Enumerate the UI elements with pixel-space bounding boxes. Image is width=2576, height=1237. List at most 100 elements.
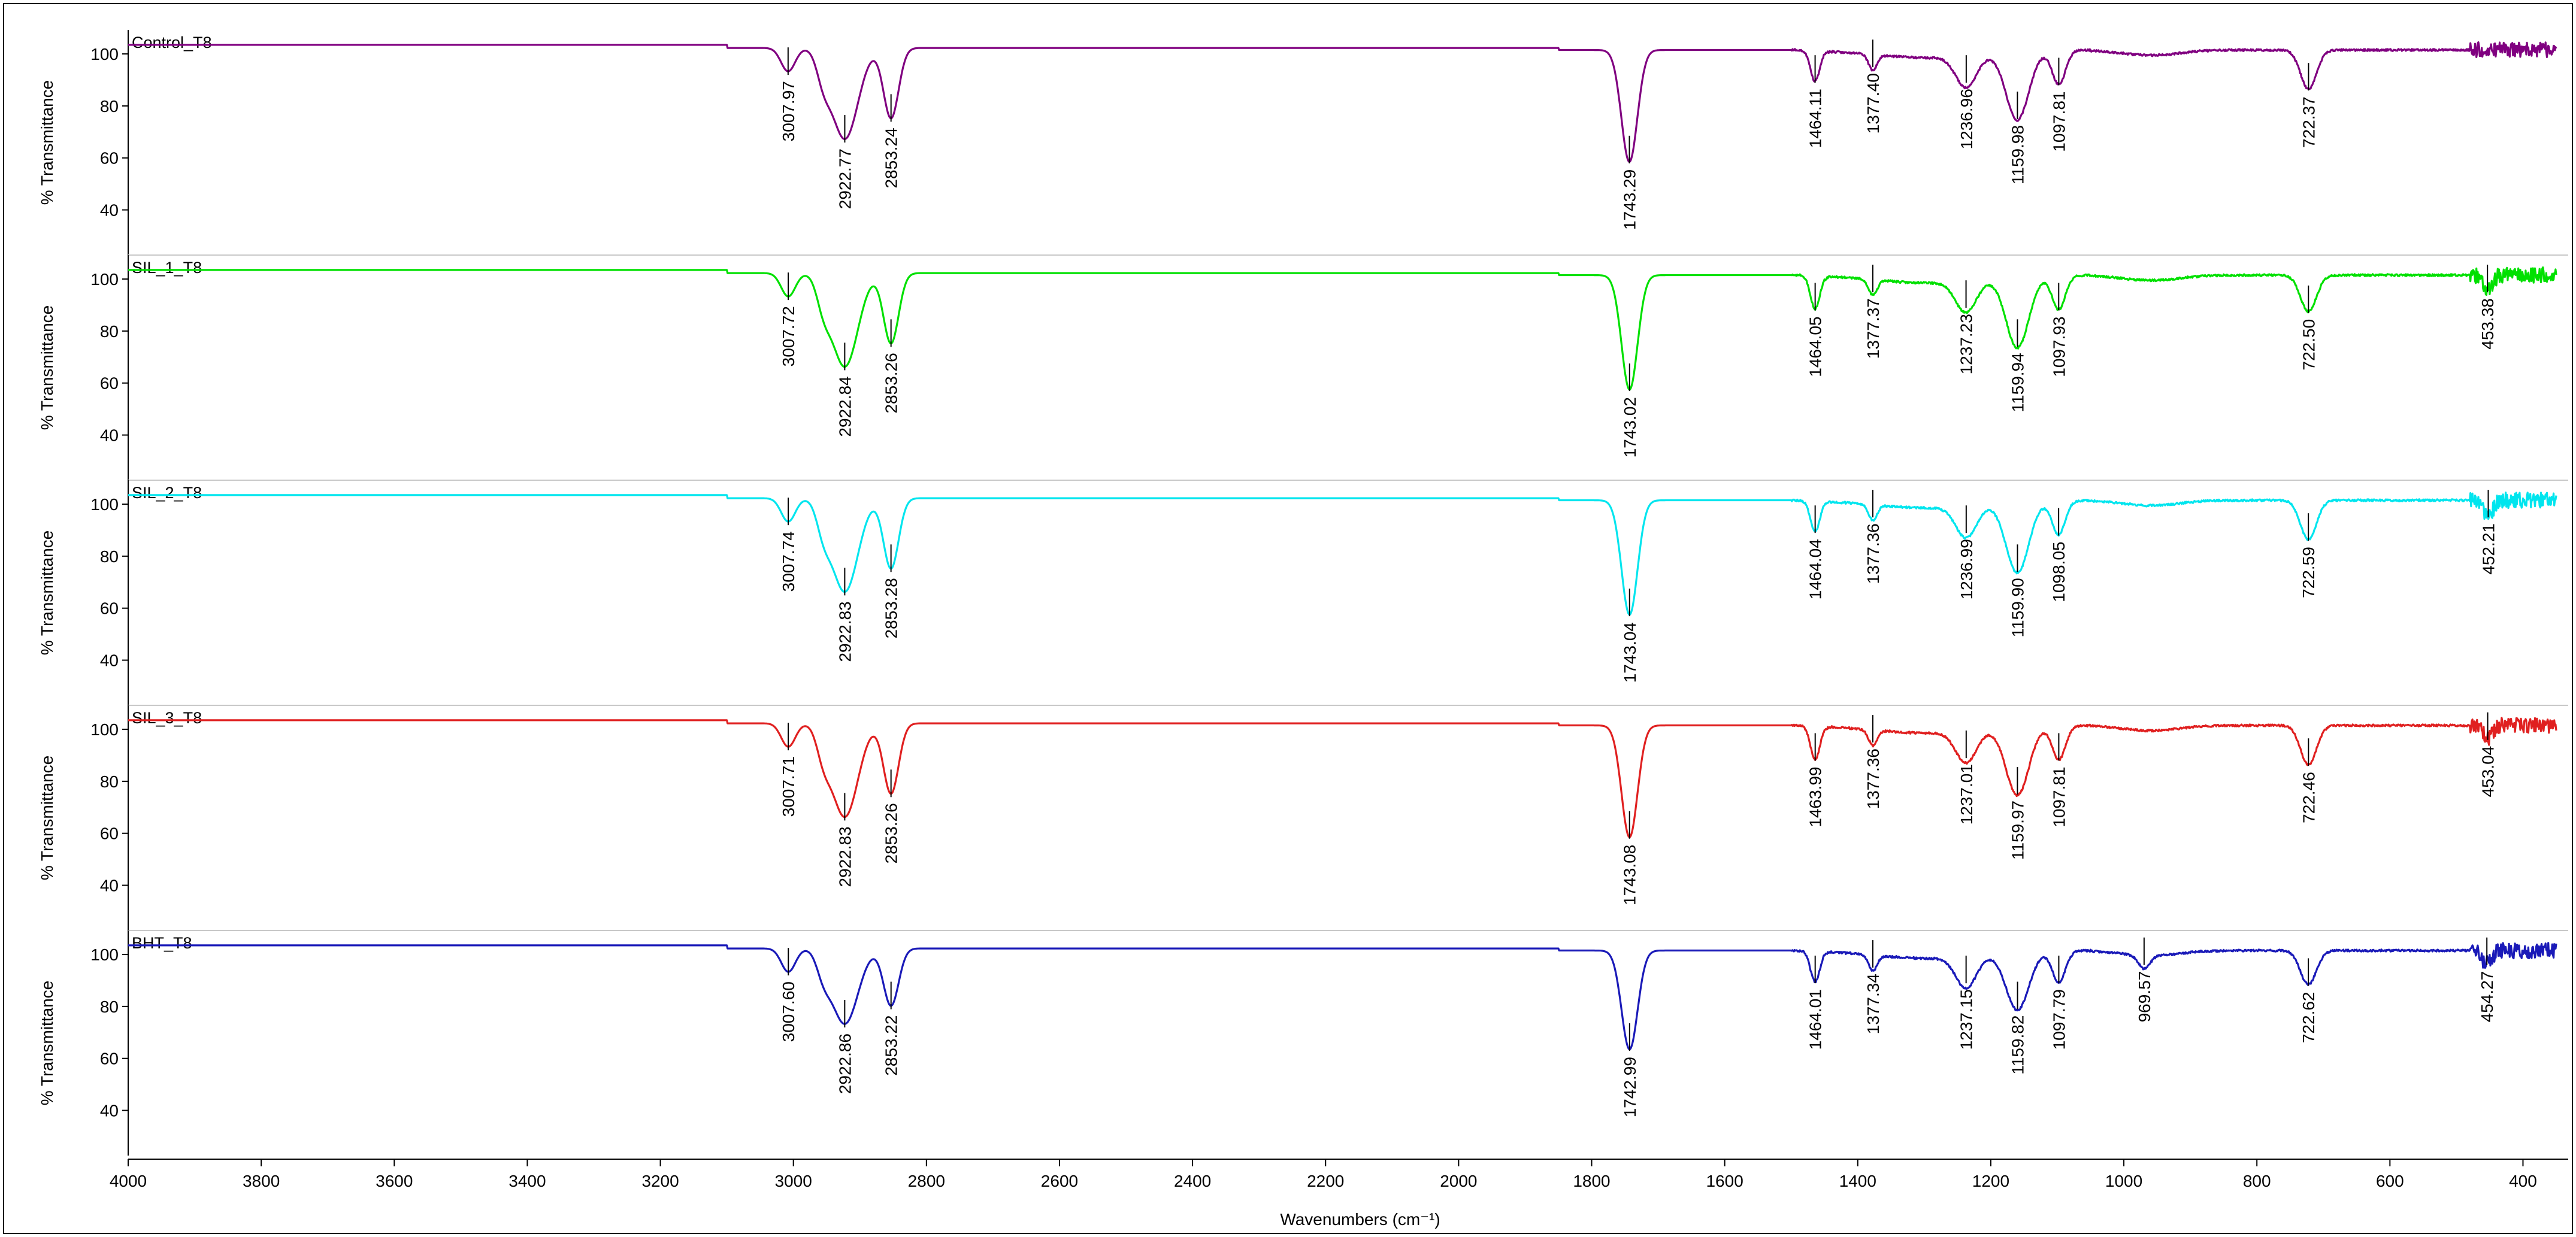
y-tick-label: 100 xyxy=(90,945,119,964)
peak-label: 1236.99 xyxy=(1957,539,1976,599)
x-tick-label: 3400 xyxy=(508,1172,546,1190)
peak-label: 1097.93 xyxy=(2050,317,2068,377)
peak-label: 1159.97 xyxy=(2008,801,2027,860)
spectra-panels: 40 60 80 100 % Transmittance Control_T8 3007.9… xyxy=(38,30,2568,1156)
peak-label: 453.38 xyxy=(2478,298,2497,350)
x-tick-label: 3200 xyxy=(641,1172,679,1190)
y-tick-label: 100 xyxy=(90,45,119,63)
x-tick-label: 2000 xyxy=(1440,1172,1477,1190)
peak-label: 1464.01 xyxy=(1806,989,1825,1050)
series-name: SIL_1_T8 xyxy=(132,259,202,277)
peak-label: 1098.05 xyxy=(2050,542,2068,602)
peak-label: 1237.23 xyxy=(1957,314,1976,374)
peak-label: 2853.22 xyxy=(882,1015,901,1076)
y-tick-label: 100 xyxy=(90,720,119,739)
x-tick-label: 2800 xyxy=(908,1172,945,1190)
x-tick-label: 3600 xyxy=(376,1172,413,1190)
spectrum-panel: 40 60 80 100 % Transmittance SIL_3_T8 3007.71 2… xyxy=(38,705,2568,930)
peak-label: 2853.26 xyxy=(882,353,901,413)
y-tick-label: 100 xyxy=(90,495,119,514)
y-axis-label: % Transmittance xyxy=(38,530,56,656)
peak-label: 452.21 xyxy=(2479,523,2498,575)
y-tick-label: 40 xyxy=(100,1102,119,1120)
peak-label: 453.04 xyxy=(2479,746,2498,798)
peak-label: 722.37 xyxy=(2299,96,2318,148)
peak-label: 722.46 xyxy=(2299,772,2318,823)
peak-label: 1743.29 xyxy=(1620,169,1639,230)
x-tick-label: 3000 xyxy=(775,1172,812,1190)
peak-label: 1377.34 xyxy=(1864,974,1882,1034)
y-tick-label: 60 xyxy=(100,1050,119,1068)
peak-label: 1743.04 xyxy=(1621,622,1639,683)
peak-label: 1159.82 xyxy=(2009,1015,2027,1075)
x-tick-label: 2600 xyxy=(1041,1172,1078,1190)
spectrum-panel: 40 60 80 100 % Transmittance BHT_T8 3007.60 292… xyxy=(38,930,2568,1156)
peak-label: 1377.36 xyxy=(1864,748,1882,809)
peak-label: 1159.94 xyxy=(2008,353,2027,412)
peak-label: 1097.79 xyxy=(2050,989,2068,1050)
peak-label: 1464.04 xyxy=(1806,539,1825,599)
peak-label: 1377.36 xyxy=(1864,523,1882,584)
y-tick-label: 60 xyxy=(100,599,119,618)
x-axis: 4000 3800 3600 3400 3200 3000 2800 2600 2400 2200… xyxy=(110,1159,2568,1190)
peak-label: 1159.98 xyxy=(2008,125,2027,184)
peak-label: 1742.99 xyxy=(1621,1057,1639,1117)
spectrum-line xyxy=(128,717,2557,838)
x-tick-label: 4000 xyxy=(110,1172,147,1190)
y-tick-label: 80 xyxy=(100,322,119,341)
peak-label: 1743.02 xyxy=(1621,397,1639,457)
peak-label: 1743.08 xyxy=(1621,845,1639,905)
peak-label: 3007.71 xyxy=(779,756,798,817)
y-tick-label: 80 xyxy=(100,97,119,116)
y-tick-label: 40 xyxy=(100,877,119,895)
x-tick-label: 400 xyxy=(2509,1172,2537,1190)
y-tick-label: 60 xyxy=(100,149,119,168)
x-tick-label: 600 xyxy=(2376,1172,2404,1190)
series-name: SIL_3_T8 xyxy=(132,709,202,727)
y-tick-label: 80 xyxy=(100,772,119,791)
x-tick-label: 2200 xyxy=(1307,1172,1344,1190)
peak-label: 2922.86 xyxy=(836,1033,854,1094)
peak-label: 969.57 xyxy=(2135,971,2154,1023)
peak-label: 1463.99 xyxy=(1806,767,1825,827)
peak-label: 2853.24 xyxy=(882,128,901,188)
chart-frame xyxy=(3,3,2573,1234)
peak-label: 2853.28 xyxy=(882,578,901,638)
y-axis-label: % Transmittance xyxy=(38,981,56,1106)
spectrum-panel: 40 60 80 100 % Transmittance SIL_2_T8 3007.74 2… xyxy=(38,480,2568,705)
peak-label: 722.59 xyxy=(2299,547,2318,598)
peak-label: 3007.60 xyxy=(779,981,798,1042)
x-tick-label: 1600 xyxy=(1706,1172,1743,1190)
peak-label: 1159.90 xyxy=(2008,578,2027,637)
peak-label: 1237.15 xyxy=(1957,989,1976,1050)
x-tick-label: 1400 xyxy=(1839,1172,1876,1190)
y-axis-label: % Transmittance xyxy=(38,80,56,205)
x-tick-label: 1200 xyxy=(1972,1172,2009,1190)
peak-label: 722.50 xyxy=(2299,319,2318,371)
y-tick-label: 40 xyxy=(100,426,119,445)
peak-label: 2922.77 xyxy=(836,148,854,209)
peak-label: 454.27 xyxy=(2478,971,2496,1023)
peak-label: 2922.83 xyxy=(836,826,854,887)
y-tick-label: 40 xyxy=(100,201,119,220)
series-name: SIL_2_T8 xyxy=(132,484,202,502)
y-tick-label: 80 xyxy=(100,547,119,566)
spectrum-panel: 40 60 80 100 % Transmittance SIL_1_T8 3007.72 2… xyxy=(38,254,2568,480)
series-name: BHT_T8 xyxy=(132,934,192,952)
spectrum-line xyxy=(128,491,2557,616)
x-axis-label: Wavenumbers (cm⁻¹) xyxy=(1280,1210,1440,1229)
y-axis-label: % Transmittance xyxy=(38,305,56,430)
peak-label: 1464.11 xyxy=(1806,89,1825,148)
x-tick-label: 3800 xyxy=(243,1172,280,1190)
peak-label: 3007.72 xyxy=(779,306,798,366)
y-axis-label: % Transmittance xyxy=(38,756,56,881)
y-tick-label: 100 xyxy=(90,270,119,289)
peak-label: 1464.05 xyxy=(1806,317,1825,377)
spectrum-line xyxy=(128,266,2557,391)
peak-label: 1097.81 xyxy=(2050,767,2068,827)
peak-label: 1377.37 xyxy=(1864,298,1882,359)
peak-label: 2922.83 xyxy=(836,601,854,662)
spectrum-panel: 40 60 80 100 % Transmittance Control_T8 3007.9… xyxy=(38,30,2557,255)
series-name: Control_T8 xyxy=(132,34,212,51)
